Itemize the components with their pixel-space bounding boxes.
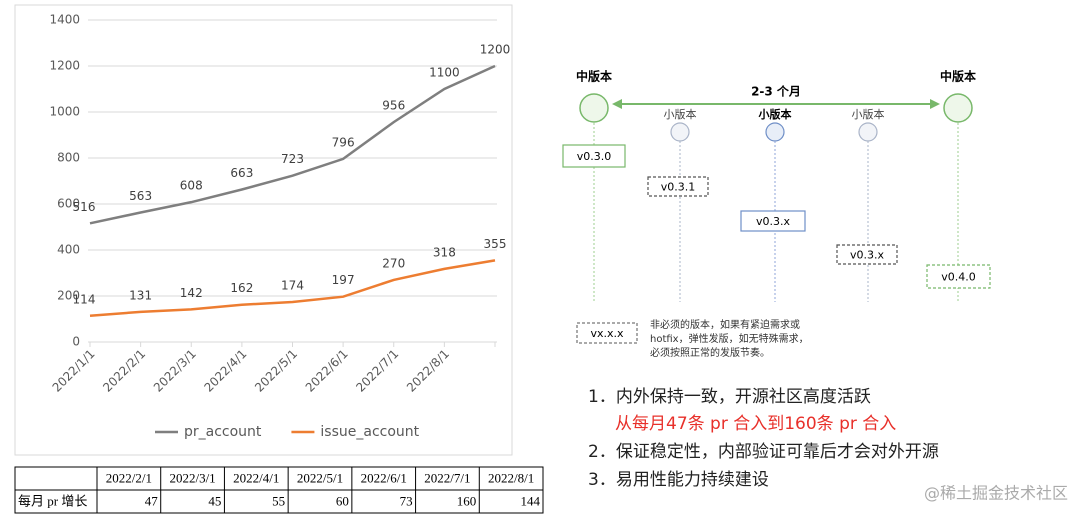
version-box: [740, 210, 806, 232]
arrow-head: [930, 99, 940, 109]
data-label: 174: [281, 278, 304, 292]
data-label: 270: [382, 256, 405, 270]
table-header: 2022/5/1: [297, 470, 343, 485]
table-header: 2022/8/1: [488, 470, 534, 485]
y-tick-label: 1200: [49, 59, 80, 73]
series-line: [89, 259, 496, 318]
data-label: 197: [332, 273, 355, 287]
list-item: 1．内外保持一致，开源社区高度活跃: [588, 387, 871, 407]
data-label: 131: [129, 288, 152, 302]
legend-label: issue_account: [320, 424, 419, 440]
table-header: 2022/4/1: [233, 470, 279, 485]
x-tick-label: 2022/7/1: [353, 347, 401, 395]
y-tick-label: 400: [57, 243, 80, 257]
table-cell: 55: [272, 493, 285, 508]
x-tick-label: 2022/6/1: [303, 347, 351, 395]
table-header: 2022/6/1: [361, 470, 407, 485]
table-cell: 45: [208, 493, 221, 508]
major-node: [579, 93, 609, 123]
legend-note: 必须按照正常的发版节奏。: [650, 346, 770, 359]
major-node: [943, 93, 973, 123]
legend-box-label: vx.x.x: [590, 327, 624, 340]
data-label: 663: [230, 166, 253, 180]
x-tick-label: 2022/8/1: [404, 347, 452, 395]
data-label: 516: [73, 200, 96, 214]
data-label: 1100: [429, 66, 460, 80]
data-label: 956: [382, 99, 405, 113]
table-cell: 每月 pr 增长: [18, 493, 87, 508]
data-label: 608: [180, 179, 203, 193]
list-item: 3．易用性能力持续建设: [588, 470, 769, 490]
minor-node: [765, 122, 785, 142]
data-label: 796: [332, 135, 355, 149]
minor-label: 小版本: [758, 107, 792, 121]
table-header: 2022/3/1: [169, 470, 215, 485]
data-label: 563: [129, 189, 152, 203]
data-label: 162: [230, 281, 253, 295]
data-label: 318: [433, 245, 456, 259]
version-label: v0.4.0: [941, 271, 976, 284]
table-cell: 144: [521, 493, 541, 508]
x-tick-label: 2022/3/1: [151, 347, 199, 395]
interval-label: 2-3 个月: [751, 84, 801, 99]
version-box: [562, 144, 626, 168]
version-label: v0.3.0: [577, 150, 612, 163]
data-label: 723: [281, 152, 304, 166]
table-header: 2022/7/1: [424, 470, 470, 485]
data-label: 114: [73, 292, 96, 306]
x-tick-label: 2022/1/1: [50, 347, 98, 395]
minor-node: [670, 122, 690, 142]
version-label: v0.3.1: [661, 181, 696, 194]
data-label: 1200: [480, 43, 511, 57]
version-label: v0.3.x: [756, 215, 791, 228]
list-item: 从每月47条 pr 合入到160条 pr 合入: [615, 414, 896, 434]
major-label: 中版本: [940, 69, 976, 84]
data-label: 355: [484, 237, 507, 251]
minor-label: 小版本: [852, 107, 885, 121]
x-tick-label: 2022/5/1: [252, 347, 300, 395]
legend-label: pr_account: [184, 424, 262, 440]
table-cell: 73: [400, 493, 413, 508]
minor-node: [858, 122, 878, 142]
y-tick-label: 200: [57, 289, 80, 303]
version-box: [926, 264, 991, 289]
y-tick-label: 0: [72, 335, 80, 349]
y-tick-label: 1400: [49, 13, 80, 27]
x-tick-label: 2022/4/1: [201, 347, 249, 395]
legend-box: [576, 322, 638, 344]
table-cell: 60: [336, 493, 349, 508]
legend-note: hotfix，弹性发版，如无特殊需求，: [650, 332, 809, 345]
data-label: 142: [180, 286, 203, 300]
list-item: 2．保证稳定性，内部验证可靠后才会对外开源: [588, 442, 939, 462]
y-tick-label: 1000: [49, 105, 80, 119]
x-tick-label: 2022/2/1: [100, 347, 148, 395]
chart-frame: [14, 4, 513, 456]
series-line: [89, 64, 496, 225]
y-tick-label: 600: [57, 197, 80, 211]
arrow-head: [612, 99, 622, 109]
version-label: v0.3.x: [850, 249, 885, 262]
y-tick-label: 800: [57, 151, 80, 165]
table-header: 2022/2/1: [106, 470, 152, 485]
minor-label: 小版本: [664, 107, 697, 121]
table-cell: 47: [145, 493, 159, 508]
major-label: 中版本: [576, 69, 612, 84]
watermark: @稀土掘金技术社区: [924, 484, 1068, 503]
version-box: [836, 244, 898, 265]
table-cell: 160: [457, 493, 477, 508]
legend-note: 非必须的版本，如果有紧迫需求或: [650, 318, 800, 331]
version-box: [647, 176, 709, 197]
